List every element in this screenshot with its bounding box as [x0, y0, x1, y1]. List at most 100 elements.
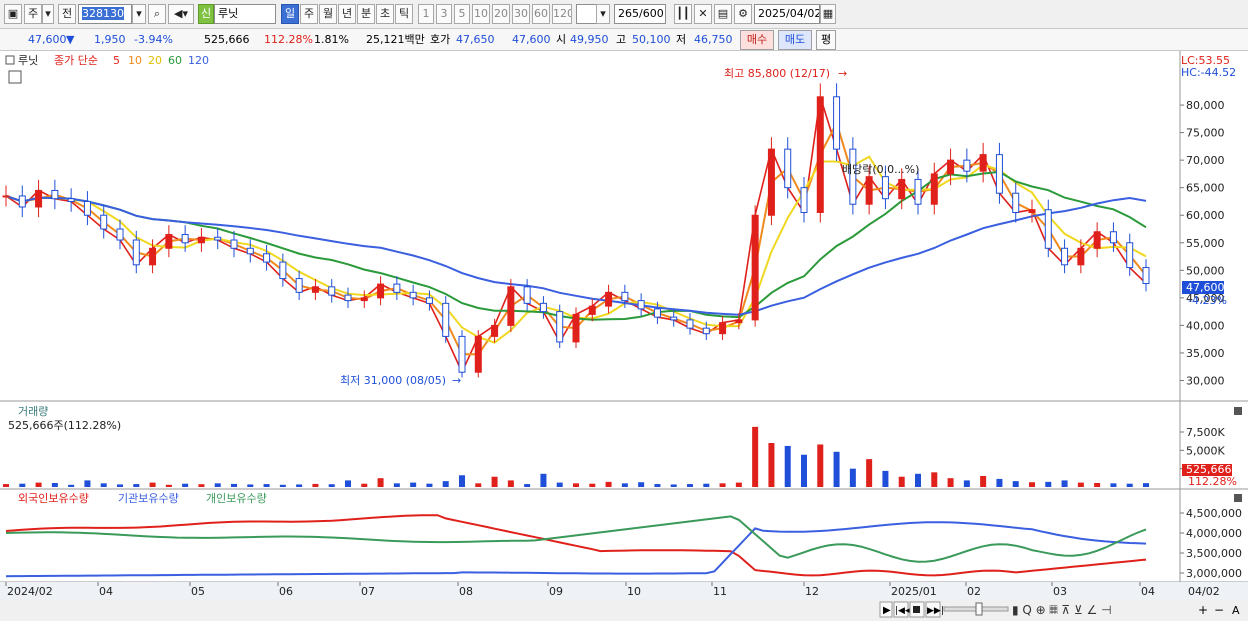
period-day[interactable]: 일 — [281, 4, 299, 24]
stock-chart[interactable]: 루닛 종가 단순 5 10 20 60 120 LC:53.55 HC:-44.… — [0, 51, 1248, 621]
low-annotation: 최저 31,000 (08/05) — [340, 374, 446, 387]
candle — [1126, 242, 1134, 269]
x-tick-label: 08 — [459, 585, 473, 598]
search-icon[interactable]: ⌕ — [148, 4, 166, 24]
candle — [833, 96, 841, 150]
volume-bar — [51, 482, 58, 487]
zoom-slider-thumb[interactable] — [975, 602, 983, 616]
x-tick-label: 02 — [967, 585, 981, 598]
sound-icon[interactable]: ◀▾ — [168, 4, 194, 24]
x-tick-label: 09 — [549, 585, 563, 598]
candle — [898, 178, 906, 200]
volume-bar — [361, 483, 368, 487]
quote-bar: 47,600 ▼ 1,950 -3.94% 525,666 112.28% 1.… — [0, 29, 1248, 51]
interval-30[interactable]: 30 — [512, 4, 530, 24]
new-badge[interactable]: 신 — [198, 4, 214, 24]
period-year[interactable]: 년 — [338, 4, 356, 24]
zoom-out-icon[interactable]: − — [1214, 603, 1224, 617]
volume-bar — [507, 480, 514, 487]
volume-bar — [279, 484, 286, 487]
volume-panel-title: 거래량 — [18, 405, 48, 418]
ma5-label: 5 — [113, 54, 120, 67]
volume-bar — [100, 483, 107, 487]
candle — [132, 239, 140, 266]
stock-code-input[interactable]: 328130 — [78, 4, 132, 24]
scroll-right-button[interactable] — [879, 601, 893, 618]
interval-1[interactable]: 1 — [418, 4, 434, 24]
market-select[interactable]: 주 — [24, 4, 42, 24]
count-field[interactable]: 265/600 — [614, 4, 666, 24]
zoom-in-icon[interactable]: + — [1198, 603, 1208, 617]
grid-toggle-icon[interactable] — [8, 70, 22, 84]
interval-60[interactable]: 60 — [532, 4, 550, 24]
volume-bar — [35, 482, 42, 487]
window-menu-icon[interactable]: ▣ — [4, 4, 22, 24]
buy-button[interactable]: 매수 — [740, 30, 774, 50]
volume-tick-label: 5,000K — [1186, 444, 1225, 457]
candle — [963, 159, 971, 172]
date-field[interactable]: 2025/04/02 — [754, 4, 820, 24]
interval-5[interactable]: 5 — [454, 4, 470, 24]
tool-icons[interactable]: ▮ Q ⊕ 𝄜 ⊼ ⊻ ∠ ⊣ — [1012, 603, 1112, 617]
candle — [409, 291, 417, 299]
calendar-icon[interactable]: ▦ — [820, 4, 836, 24]
market-dropdown-icon[interactable]: ▾ — [42, 4, 54, 24]
settings-gear-icon[interactable]: ⚙ — [734, 4, 752, 24]
candle — [849, 148, 857, 205]
candle — [116, 228, 124, 241]
volume-bar — [117, 484, 123, 487]
stock-code-text: 328130 — [82, 7, 124, 20]
interval-10[interactable]: 10 — [472, 4, 490, 24]
sell-button[interactable]: 매도 — [778, 30, 812, 50]
candle — [491, 324, 499, 337]
candle — [1028, 209, 1036, 213]
candle — [605, 291, 613, 307]
volume-bar — [1110, 483, 1117, 487]
indiv-holding-line — [5, 515, 1147, 563]
save-icon[interactable]: ▤ — [714, 4, 732, 24]
period-tick[interactable]: 틱 — [395, 4, 413, 24]
average-button[interactable]: 평 — [816, 30, 836, 50]
mode-button[interactable]: 전 — [58, 4, 76, 24]
volume-bar — [703, 483, 710, 487]
candle — [1012, 192, 1020, 213]
scroll-start-button[interactable] — [893, 601, 909, 618]
volume-bar — [849, 468, 856, 487]
font-size-icon[interactable]: A — [1232, 604, 1240, 617]
candle — [214, 236, 222, 241]
period-month[interactable]: 월 — [319, 4, 337, 24]
candle — [735, 319, 743, 324]
period-minute[interactable]: 분 — [357, 4, 375, 24]
ma10-label: 10 — [128, 54, 142, 67]
candle — [637, 300, 645, 310]
interval-120[interactable]: 120 — [552, 4, 572, 24]
candle — [197, 236, 205, 244]
period-week[interactable]: 주 — [300, 4, 318, 24]
volume-bar — [605, 481, 612, 487]
current-price: 47,600 — [28, 33, 67, 46]
candle — [181, 234, 189, 244]
interval-20[interactable]: 20 — [492, 4, 510, 24]
volume-panel-close-icon[interactable] — [1234, 407, 1242, 415]
volume-bar — [377, 478, 384, 487]
panel-stock-name: 루닛 — [18, 54, 38, 67]
chart-menu-icon[interactable] — [5, 55, 15, 65]
toolbar: ▣ 주 ▾ 전 328130 ▾ ⌕ ◀▾ 신 루닛 일 주 월 년 분 초 틱… — [0, 0, 1248, 29]
candle-style-icon[interactable]: ┃┃ — [674, 4, 692, 24]
price-tick-label: 70,000 — [1186, 154, 1225, 167]
crosshair-icon[interactable]: ✕ — [694, 4, 712, 24]
interval-dropdown-icon[interactable]: ▾ — [596, 4, 610, 24]
holding-tick-label: 3,000,000 — [1186, 567, 1242, 580]
candle — [800, 187, 808, 213]
interval-3[interactable]: 3 — [436, 4, 452, 24]
candle — [621, 291, 629, 302]
volume-tag — [1182, 464, 1232, 476]
volume-bar — [817, 444, 824, 487]
stock-name-field[interactable]: 루닛 — [214, 4, 276, 24]
candle — [588, 305, 596, 315]
candle — [51, 189, 59, 200]
period-second[interactable]: 초 — [376, 4, 394, 24]
scroll-end-button[interactable] — [925, 601, 941, 618]
code-dropdown-icon[interactable]: ▾ — [132, 4, 146, 24]
holding-panel-close-icon[interactable] — [1234, 494, 1242, 502]
